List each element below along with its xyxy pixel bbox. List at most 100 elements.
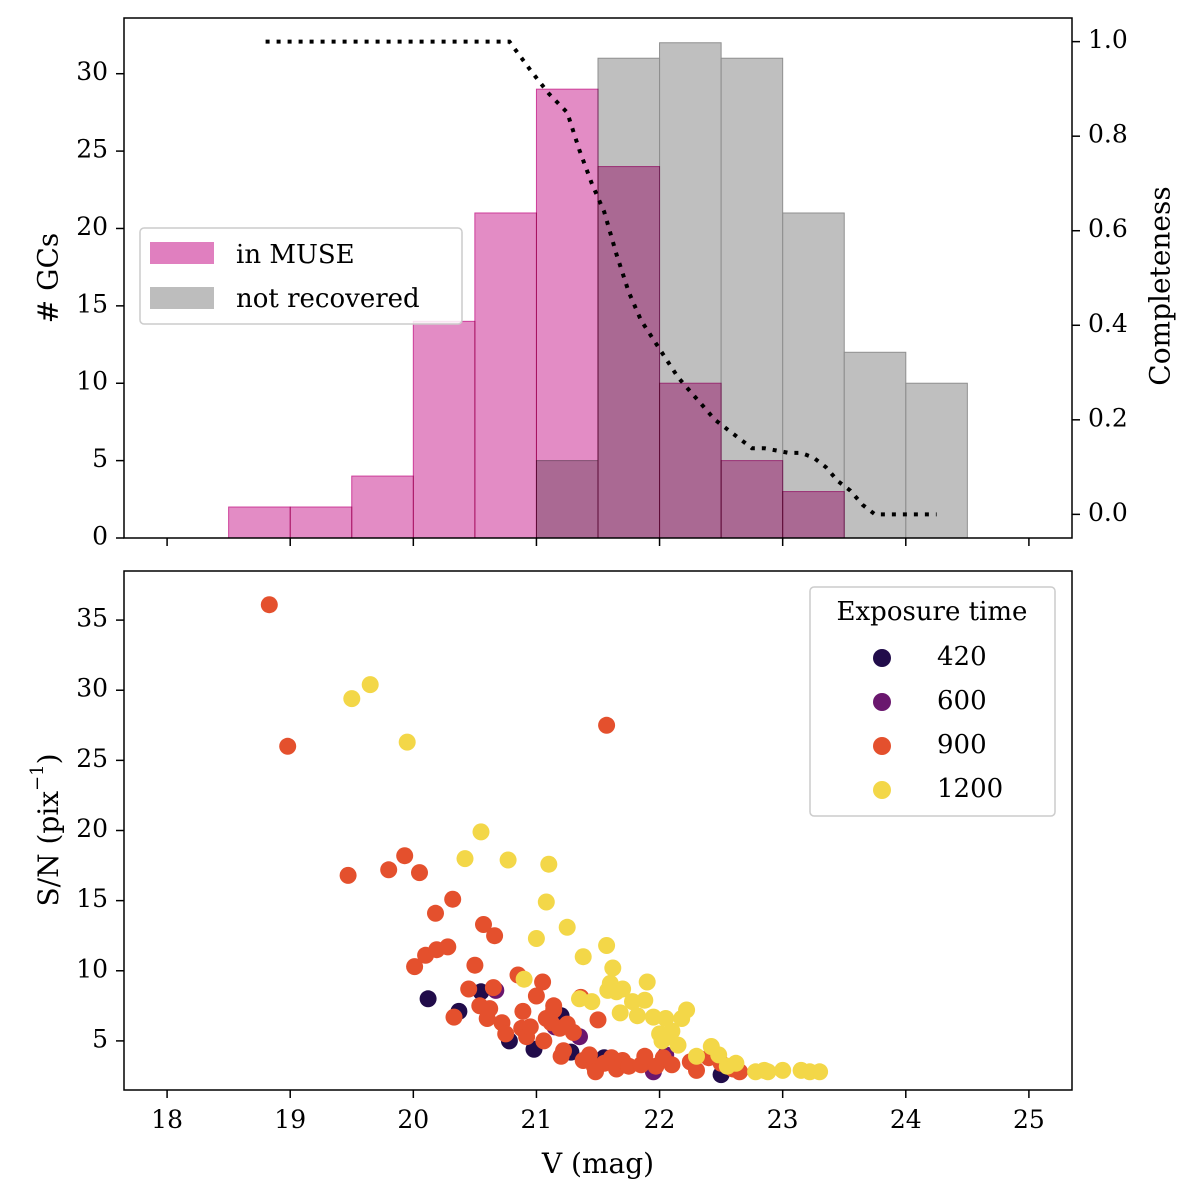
point-exposure-1200 <box>574 948 592 966</box>
point-exposure-1200 <box>343 690 361 708</box>
histogram-panel: 0 5 10 15 20 25 30 0.0 0.2 0.4 0.6 0.8 1.0 # GCs Co… <box>32 17 1177 551</box>
point-exposure-1200 <box>499 851 517 869</box>
legend-swatch-in-muse <box>150 242 214 264</box>
x-tick-label: 25 <box>1013 1105 1045 1134</box>
bar-in-muse <box>597 166 661 539</box>
bar-not-recovered <box>782 212 845 539</box>
point-exposure-1200 <box>515 970 533 988</box>
point-exposure-900 <box>545 997 563 1015</box>
point-exposure-900 <box>598 716 616 734</box>
point-exposure-900 <box>486 927 504 945</box>
scatter-points <box>260 596 829 1084</box>
y2-tick-label: 0.8 <box>1088 120 1128 149</box>
top-y-ticks: 0 5 10 15 20 25 30 <box>76 57 124 551</box>
point-exposure-900 <box>534 973 552 991</box>
point-exposure-900 <box>445 1008 463 1026</box>
point-exposure-900 <box>521 1018 539 1036</box>
x-tick-label: 23 <box>767 1105 799 1134</box>
point-exposure-900 <box>564 1024 582 1041</box>
top-y2-ticks: 0.0 0.2 0.4 0.6 0.8 1.0 <box>1072 25 1128 527</box>
point-exposure-1200 <box>398 733 416 751</box>
scatter-panel: 18 19 20 21 22 23 24 25 5 10 15 20 25 30 35 V (mag) S… <box>27 570 1073 1180</box>
legend-marker-1200 <box>873 781 891 799</box>
y-tick-label: 10 <box>76 954 108 983</box>
point-exposure-900 <box>688 1061 705 1079</box>
point-exposure-1200 <box>604 959 622 977</box>
x-tick-label: 24 <box>890 1105 922 1134</box>
bar-not-recovered <box>720 57 784 539</box>
point-exposure-1200 <box>583 993 601 1011</box>
y-tick-label: 20 <box>76 212 108 241</box>
bottom-y-ticks: 5 10 15 20 25 30 35 <box>76 604 124 1053</box>
point-exposure-1200 <box>774 1061 792 1079</box>
point-exposure-900 <box>589 1011 607 1029</box>
point-exposure-1200 <box>614 980 632 998</box>
point-exposure-900 <box>497 1025 515 1043</box>
point-exposure-1200 <box>811 1063 829 1081</box>
point-exposure-420 <box>419 990 437 1008</box>
point-exposure-1200 <box>727 1054 745 1072</box>
point-exposure-900 <box>475 916 492 933</box>
top-legend: in MUSE not recovered <box>139 227 463 325</box>
bottom-x-ticks: 18 19 20 21 22 23 24 25 <box>151 1090 1045 1134</box>
point-exposure-1200 <box>598 937 616 954</box>
point-exposure-1200 <box>537 893 555 911</box>
point-exposure-900 <box>636 1047 654 1065</box>
point-exposure-1200 <box>472 823 490 841</box>
point-exposure-1200 <box>638 973 656 991</box>
y-label-superscript: −1 <box>27 764 48 791</box>
legend-swatch-not-recovered <box>150 287 214 309</box>
y2-tick-label: 1.0 <box>1088 25 1128 54</box>
legend-label-600: 600 <box>937 686 987 716</box>
bottom-y-axis-label: S/N (pix−1) <box>27 753 65 906</box>
bar-in-muse <box>412 320 476 539</box>
y-tick-label: 30 <box>76 57 108 86</box>
x-tick-label: 20 <box>397 1105 429 1134</box>
point-exposure-900 <box>444 890 462 908</box>
in-muse-bars <box>228 88 845 539</box>
bar-not-recovered <box>843 351 907 539</box>
y-label-end: ) <box>32 753 65 764</box>
point-exposure-1200 <box>688 1047 705 1065</box>
bar-in-muse <box>289 506 353 539</box>
point-exposure-1200 <box>624 993 641 1011</box>
point-exposure-900 <box>406 958 424 976</box>
x-tick-label: 21 <box>521 1105 553 1134</box>
top-x-ticks <box>166 538 1030 546</box>
top-axes-frame <box>123 17 1073 539</box>
point-exposure-900 <box>484 979 502 997</box>
bar-in-muse <box>351 475 414 539</box>
point-exposure-1200 <box>678 1001 696 1019</box>
point-exposure-900 <box>555 1042 572 1060</box>
bar-in-muse <box>474 212 537 539</box>
point-exposure-900 <box>535 1032 553 1050</box>
point-exposure-1200 <box>644 1008 662 1026</box>
point-exposure-900 <box>663 1056 681 1074</box>
point-exposure-1200 <box>636 991 654 1009</box>
completeness-line <box>265 39 937 517</box>
point-exposure-900 <box>439 938 457 956</box>
bar-in-muse <box>782 491 845 539</box>
bar-in-muse <box>535 88 599 539</box>
point-exposure-900 <box>339 866 357 884</box>
bar-in-muse <box>228 506 291 539</box>
point-exposure-1200 <box>527 930 545 947</box>
point-exposure-1200 <box>611 1004 629 1022</box>
point-exposure-900 <box>514 1002 532 1020</box>
y-tick-label: 5 <box>92 1024 108 1053</box>
legend-label-in-muse: in MUSE <box>236 240 355 270</box>
point-exposure-1200 <box>558 918 576 936</box>
legend-label-900: 900 <box>937 730 987 760</box>
point-exposure-1200 <box>669 1036 687 1054</box>
y-tick-label: 15 <box>76 884 108 913</box>
point-exposure-1200 <box>540 855 558 873</box>
y-tick-label: 25 <box>76 135 108 164</box>
legend-label-420: 420 <box>937 642 987 672</box>
point-exposure-900 <box>460 980 478 998</box>
legend-marker-600 <box>873 693 891 711</box>
legend-label-1200: 1200 <box>937 774 1003 804</box>
y-tick-label: 15 <box>76 289 108 318</box>
point-exposure-900 <box>466 956 484 974</box>
point-exposure-1200 <box>361 676 379 694</box>
bar-in-muse <box>659 382 722 539</box>
